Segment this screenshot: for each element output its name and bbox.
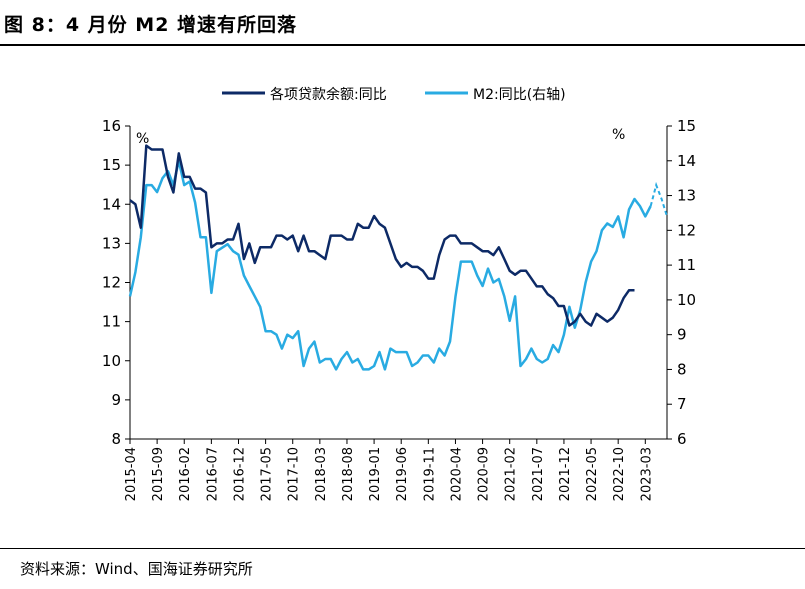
left-axis-unit: % bbox=[136, 131, 149, 147]
x-tick-label: 2016-02 bbox=[178, 447, 193, 501]
legend: 各项贷款余额:同比 M2:同比(右轴) bbox=[222, 86, 566, 103]
title-rule bbox=[0, 44, 805, 46]
left-tick-label: 9 bbox=[111, 391, 121, 409]
right-tick-label: 10 bbox=[677, 291, 696, 309]
left-tick-label: 8 bbox=[111, 430, 121, 448]
right-axis-unit: % bbox=[612, 127, 625, 143]
series-loans-line bbox=[129, 144, 635, 327]
source-rule bbox=[0, 548, 805, 549]
x-tick-label: 2019-06 bbox=[395, 447, 410, 501]
x-tick-label: 2022-10 bbox=[612, 447, 627, 501]
x-tick-label: 2022-05 bbox=[585, 447, 600, 501]
x-tick-label: 2019-11 bbox=[422, 447, 437, 501]
left-tick-label: 13 bbox=[102, 234, 121, 252]
series-m2-line bbox=[128, 159, 652, 371]
left-tick-label: 12 bbox=[102, 274, 121, 292]
right-tick-label: 11 bbox=[677, 256, 696, 274]
left-tick-label: 14 bbox=[102, 195, 121, 213]
right-tick-label: 7 bbox=[677, 395, 687, 413]
right-tick-label: 14 bbox=[677, 152, 696, 170]
legend-label-loans: 各项贷款余额:同比 bbox=[270, 86, 387, 103]
x-tick-label: 2021-07 bbox=[531, 447, 546, 501]
figure-title: 图 8：4 月份 M2 增速有所回落 bbox=[4, 14, 298, 36]
x-tick-label: 2016-07 bbox=[205, 447, 220, 501]
x-tick-label: 2020-09 bbox=[477, 447, 492, 501]
source-note: 资料来源：Wind、国海证券研究所 bbox=[20, 560, 253, 578]
left-tick-label: 10 bbox=[102, 352, 121, 370]
right-tick-label: 12 bbox=[677, 221, 696, 239]
x-tick-label: 2016-12 bbox=[232, 447, 247, 501]
x-tick-label: 2018-03 bbox=[314, 447, 329, 501]
x-tick-label: 2020-04 bbox=[449, 447, 464, 501]
x-tick-label: 2017-10 bbox=[287, 447, 302, 501]
x-tick-label: 2015-09 bbox=[151, 447, 166, 501]
line-chart: 各项贷款余额:同比 M2:同比(右轴) % % 8 9 10 11 12 13 14 15 16… bbox=[102, 86, 696, 501]
x-tick-label: 2019-01 bbox=[368, 447, 383, 501]
x-tick-label: 2021-02 bbox=[504, 447, 519, 501]
left-tick-label: 11 bbox=[102, 313, 121, 331]
right-tick-label: 6 bbox=[677, 430, 687, 448]
series-lines bbox=[128, 144, 668, 371]
right-tick-label: 13 bbox=[677, 187, 696, 205]
right-tick-label: 9 bbox=[677, 326, 687, 344]
x-tick-label: 2021-12 bbox=[558, 447, 573, 501]
right-tick-label: 15 bbox=[677, 117, 696, 135]
left-tick-label: 15 bbox=[102, 156, 121, 174]
x-tick-label: 2017-05 bbox=[260, 447, 275, 501]
right-tick-label: 8 bbox=[677, 360, 687, 378]
x-tick-label: 2015-04 bbox=[124, 447, 139, 501]
x-tick-label: 2018-08 bbox=[341, 447, 356, 501]
series-m2-dashed-tail bbox=[649, 181, 668, 217]
axes: 8 9 10 11 12 13 14 15 16 6 7 8 9 10 11 12 13 14 15 2015-04 2… bbox=[102, 117, 696, 501]
left-tick-label: 16 bbox=[102, 117, 121, 135]
x-tick-label: 2023-03 bbox=[639, 447, 654, 501]
legend-label-m2: M2:同比(右轴) bbox=[473, 87, 566, 103]
